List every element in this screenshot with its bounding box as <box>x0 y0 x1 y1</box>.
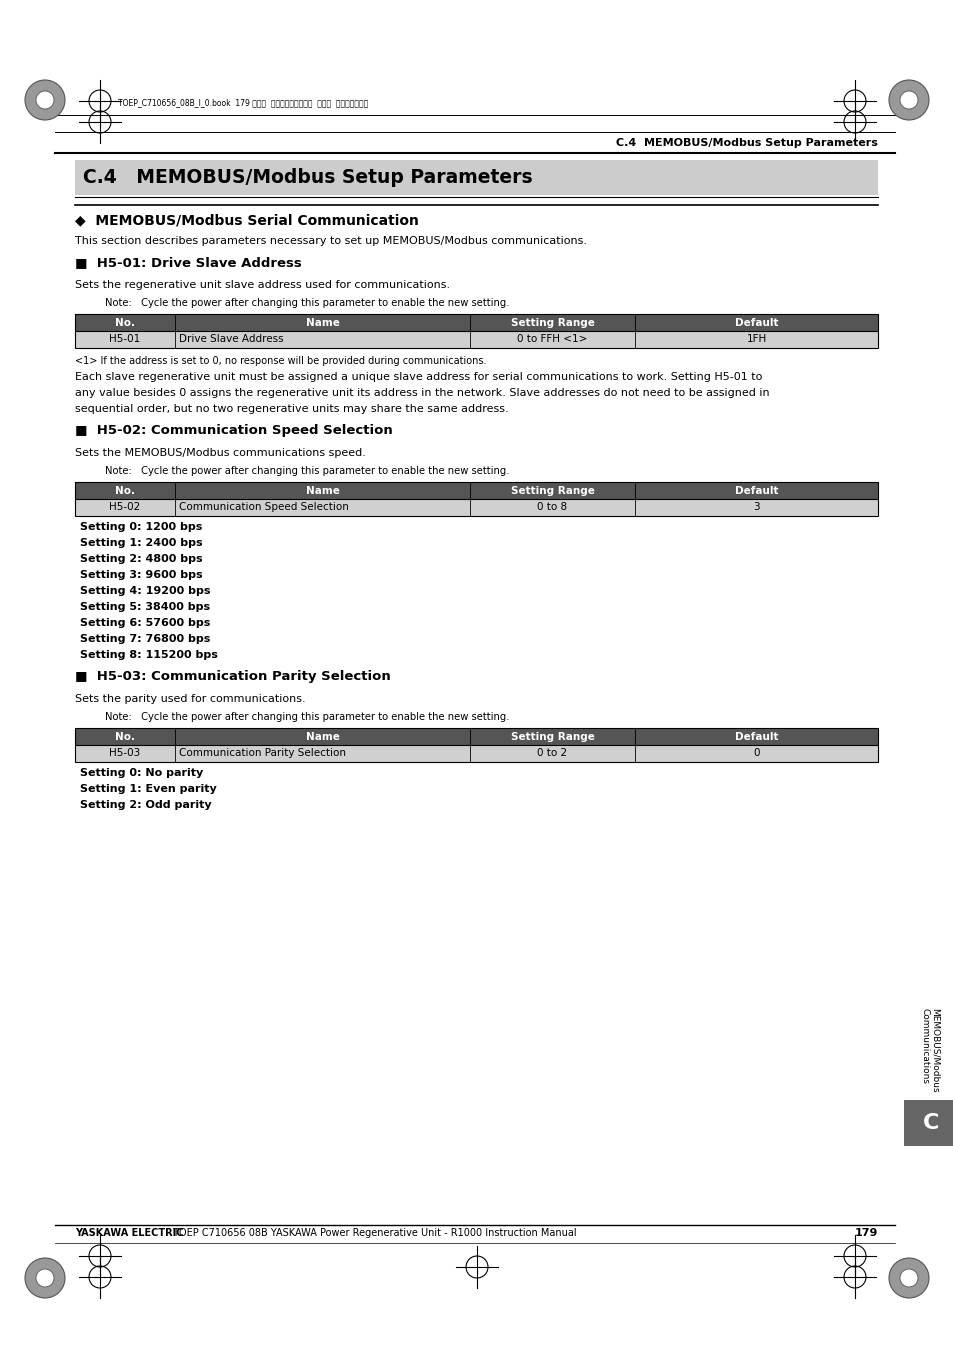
Text: 1FH: 1FH <box>745 335 766 345</box>
Text: 0: 0 <box>753 748 759 758</box>
Circle shape <box>25 1258 65 1298</box>
Bar <box>75 728 877 744</box>
Text: Setting 4: 19200 bps: Setting 4: 19200 bps <box>80 586 211 596</box>
Bar <box>75 744 877 762</box>
Bar <box>75 482 877 516</box>
Bar <box>75 313 877 331</box>
Text: ■  H5-01: Drive Slave Address: ■ H5-01: Drive Slave Address <box>75 255 301 269</box>
Text: 0 to 2: 0 to 2 <box>537 748 567 758</box>
Bar <box>75 728 877 762</box>
Text: Note:   Cycle the power after changing this parameter to enable the new setting.: Note: Cycle the power after changing thi… <box>105 299 509 308</box>
Circle shape <box>888 1258 928 1298</box>
Text: C: C <box>922 1113 938 1133</box>
Text: Drive Slave Address: Drive Slave Address <box>179 335 283 345</box>
Text: Setting 0: 1200 bps: Setting 0: 1200 bps <box>80 521 202 532</box>
Text: Sets the MEMOBUS/Modbus communications speed.: Sets the MEMOBUS/Modbus communications s… <box>75 449 366 458</box>
Text: Setting 8: 115200 bps: Setting 8: 115200 bps <box>80 650 217 661</box>
Text: Setting 7: 76800 bps: Setting 7: 76800 bps <box>80 634 211 644</box>
Text: Default: Default <box>734 317 778 327</box>
Circle shape <box>888 80 928 120</box>
Text: Default: Default <box>734 485 778 496</box>
Text: TOEP C710656 08B YASKAWA Power Regenerative Unit - R1000 Instruction Manual: TOEP C710656 08B YASKAWA Power Regenerat… <box>170 1228 576 1238</box>
Text: sequential order, but no two regenerative units may share the same address.: sequential order, but no two regenerativ… <box>75 404 508 413</box>
Text: ■  H5-02: Communication Speed Selection: ■ H5-02: Communication Speed Selection <box>75 424 393 436</box>
Text: Setting 0: No parity: Setting 0: No parity <box>80 767 203 778</box>
Text: 179: 179 <box>854 1228 877 1238</box>
Text: Setting 6: 57600 bps: Setting 6: 57600 bps <box>80 617 211 628</box>
Text: ■  H5-03: Communication Parity Selection: ■ H5-03: Communication Parity Selection <box>75 670 391 684</box>
Text: Setting 2: Odd parity: Setting 2: Odd parity <box>80 800 212 811</box>
Text: Setting 2: 4800 bps: Setting 2: 4800 bps <box>80 554 202 563</box>
Text: Setting 5: 38400 bps: Setting 5: 38400 bps <box>80 603 210 612</box>
Text: Setting 1: 2400 bps: Setting 1: 2400 bps <box>80 538 202 549</box>
Text: Setting Range: Setting Range <box>510 485 594 496</box>
Text: ◆  MEMOBUS/Modbus Serial Communication: ◆ MEMOBUS/Modbus Serial Communication <box>75 213 418 227</box>
Text: Sets the parity used for communications.: Sets the parity used for communications. <box>75 694 305 704</box>
Text: any value besides 0 assigns the regenerative unit its address in the network. Sl: any value besides 0 assigns the regenera… <box>75 388 769 399</box>
Text: No.: No. <box>115 317 135 327</box>
Text: Each slave regenerative unit must be assigned a unique slave address for serial : Each slave regenerative unit must be ass… <box>75 372 761 382</box>
Bar <box>75 482 877 499</box>
Bar <box>75 331 877 349</box>
Text: 0 to 8: 0 to 8 <box>537 503 567 512</box>
Text: Note:   Cycle the power after changing this parameter to enable the new setting.: Note: Cycle the power after changing thi… <box>105 466 509 476</box>
Text: H5-03: H5-03 <box>110 748 140 758</box>
Bar <box>903 1100 953 1146</box>
Text: Default: Default <box>734 731 778 742</box>
Circle shape <box>36 91 54 109</box>
Text: YASKAWA ELECTRIC: YASKAWA ELECTRIC <box>75 1228 183 1238</box>
Text: C.4   MEMOBUS/Modbus Setup Parameters: C.4 MEMOBUS/Modbus Setup Parameters <box>83 168 532 186</box>
Text: <1> If the address is set to 0, no response will be provided during communicatio: <1> If the address is set to 0, no respo… <box>75 357 486 366</box>
Text: No.: No. <box>115 485 135 496</box>
Text: 3: 3 <box>753 503 759 512</box>
Text: Setting Range: Setting Range <box>510 317 594 327</box>
Text: No.: No. <box>115 731 135 742</box>
Text: Communication Parity Selection: Communication Parity Selection <box>179 748 346 758</box>
Text: H5-02: H5-02 <box>110 503 140 512</box>
Circle shape <box>25 80 65 120</box>
Text: H5-01: H5-01 <box>110 335 140 345</box>
Bar <box>75 313 877 349</box>
Text: Name: Name <box>305 485 339 496</box>
Text: Setting Range: Setting Range <box>510 731 594 742</box>
Text: Setting 3: 9600 bps: Setting 3: 9600 bps <box>80 570 202 580</box>
Text: Setting 1: Even parity: Setting 1: Even parity <box>80 784 216 794</box>
Text: MEMOBUS/Modbus
Communications: MEMOBUS/Modbus Communications <box>920 1008 939 1093</box>
Text: Name: Name <box>305 317 339 327</box>
Text: C.4  MEMOBUS/Modbus Setup Parameters: C.4 MEMOBUS/Modbus Setup Parameters <box>616 138 877 149</box>
Text: 0 to FFH <1>: 0 to FFH <1> <box>517 335 587 345</box>
Text: Communication Speed Selection: Communication Speed Selection <box>179 503 349 512</box>
Text: Sets the regenerative unit slave address used for communications.: Sets the regenerative unit slave address… <box>75 280 450 290</box>
Circle shape <box>36 1269 54 1288</box>
Bar <box>75 159 877 195</box>
Circle shape <box>899 91 917 109</box>
Text: This section describes parameters necessary to set up MEMOBUS/Modbus communicati: This section describes parameters necess… <box>75 236 586 246</box>
Text: TOEP_C710656_08B_I_0.book  179 ページ  ２０１５年２朎５日  木曜日  午前１０時７分: TOEP_C710656_08B_I_0.book 179 ページ ２０１５年２… <box>118 99 368 108</box>
Text: Name: Name <box>305 731 339 742</box>
Bar <box>75 499 877 516</box>
Circle shape <box>899 1269 917 1288</box>
Text: Note:   Cycle the power after changing this parameter to enable the new setting.: Note: Cycle the power after changing thi… <box>105 712 509 721</box>
